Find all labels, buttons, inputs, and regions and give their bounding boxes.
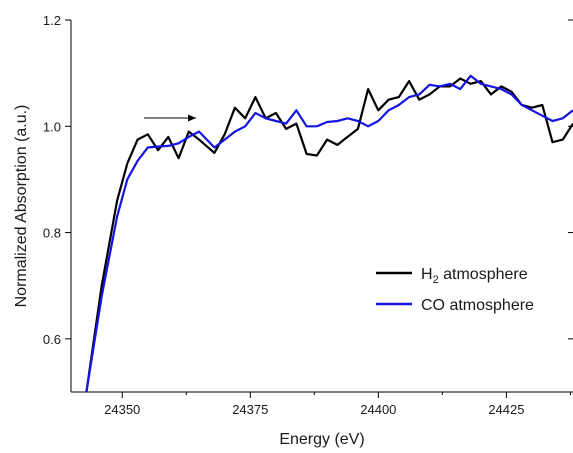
y-tick-label: 1.2: [43, 13, 61, 28]
series-line-h2: [85, 77, 573, 392]
x-tick-label: 24425: [488, 402, 524, 417]
y-axis-label: Normalized Absorption (a.u.): [13, 105, 30, 308]
legend-label-h2: H2 atmosphere: [421, 266, 528, 286]
legend-label-co: CO atmosphere: [421, 297, 534, 314]
x-tick-label: 24400: [360, 402, 396, 417]
series-line-co: [85, 74, 573, 392]
x-axis-label: Energy (eV): [279, 431, 364, 448]
y-tick-label: 0.6: [43, 332, 61, 347]
annotation-arrow: [144, 114, 196, 122]
y-tick-label: 1.0: [43, 119, 61, 134]
y-tick-label: 0.8: [43, 226, 61, 241]
x-tick-label: 24350: [104, 402, 140, 417]
x-tick-label: 24375: [232, 402, 268, 417]
legend: H2 atmosphere CO atmosphere: [376, 266, 534, 314]
